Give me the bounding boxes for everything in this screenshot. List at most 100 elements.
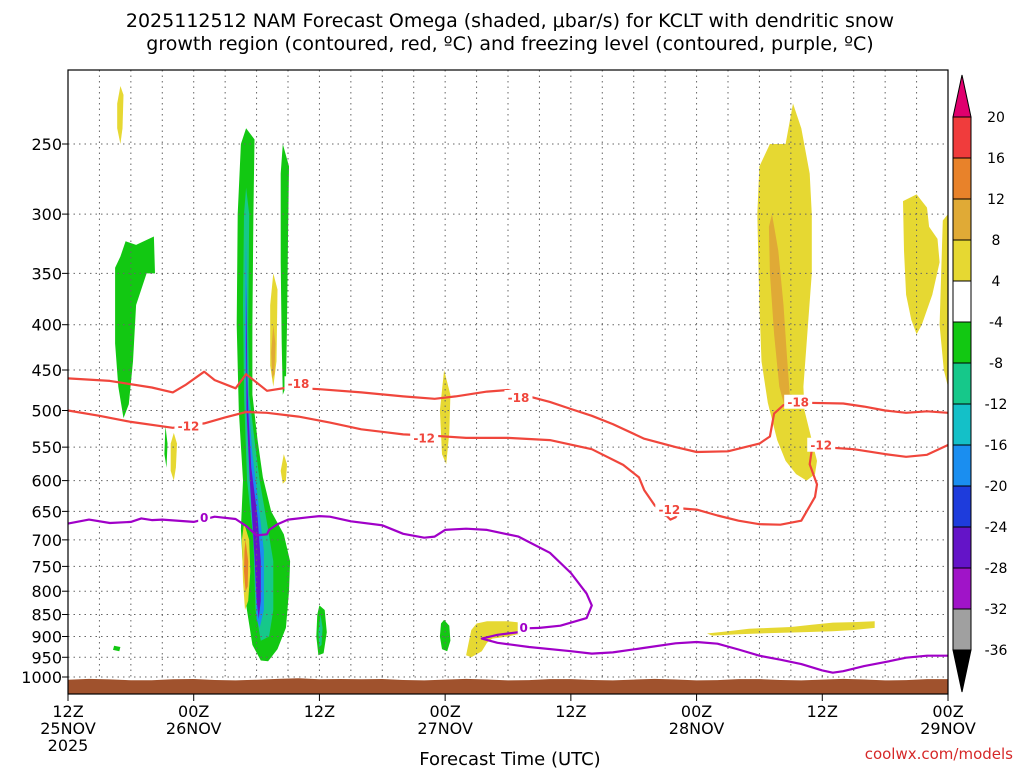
omega-positive-big-1-orange <box>768 214 790 407</box>
colorbar-label--8: -8 <box>989 356 1003 372</box>
colorbar-label--20: -20 <box>985 479 1008 495</box>
contour-label-minus18: -18 <box>288 377 310 391</box>
omega-positive-patch-main-low-orange <box>244 539 249 592</box>
omega-positive-big-1 <box>757 103 817 481</box>
x-tick-label: 00Z <box>429 702 460 721</box>
colorbar-box <box>952 485 972 528</box>
x-tick-label: 27NOV <box>417 719 473 738</box>
colorbar-label--28: -28 <box>985 561 1008 577</box>
contour-label-minus18: -18 <box>787 396 809 410</box>
y-tick-label-500: 500 <box>31 402 62 421</box>
plot-frame <box>67 69 949 695</box>
x-tick-label: 25NOV <box>40 719 96 738</box>
colorbar-label-4: 4 <box>992 274 1001 290</box>
x-tick-label: 12Z <box>52 702 83 721</box>
y-tick-label-800: 800 <box>31 582 62 601</box>
grid-lines <box>68 70 948 694</box>
contour-label-bg <box>174 418 203 433</box>
colorbar-label--32: -32 <box>985 602 1008 618</box>
colorbar: 20 16 12 8 4 -4 -8 -12 -16 -20 -24 -28 -32 -36 <box>952 74 1008 693</box>
colorbar-box <box>952 444 972 487</box>
omega-shading-layer <box>113 86 948 662</box>
x-tick-label: 12Z <box>304 702 335 721</box>
colorbar-box <box>952 157 972 200</box>
colorbar-box <box>952 362 972 405</box>
colorbar-box <box>952 116 972 159</box>
colorbar-top-triangle <box>952 74 972 118</box>
colorbar-label-12: 12 <box>987 192 1005 208</box>
y-tick-label-750: 750 <box>31 557 62 576</box>
omega-positive-big-2-edge <box>939 214 948 387</box>
omega-positive-blob-5 <box>466 621 529 658</box>
ground-terrain <box>68 678 948 694</box>
omega-positive-dot-2 <box>280 454 287 484</box>
colorbar-label--16: -16 <box>985 438 1008 454</box>
omega-main-column-blue <box>245 238 264 628</box>
x-tick-label: 2025 <box>48 736 89 755</box>
colorbar-box <box>952 280 972 323</box>
colorbar-label--4: -4 <box>989 315 1003 331</box>
contour-freezing <box>67 515 948 674</box>
x-axis-label: Forecast Time (UTC) <box>419 749 600 768</box>
omega-green-column-4 <box>439 619 451 652</box>
contour-layer: -18 -18 -18 -12 -12 -12 -12 0 0 <box>67 370 949 674</box>
y-tick-label-950: 950 <box>31 648 62 667</box>
colorbar-label-16: 16 <box>987 151 1005 167</box>
x-tick-label: 00Z <box>178 702 209 721</box>
x-tick-label: 28NOV <box>669 719 725 738</box>
omega-positive-stripe-2-orange <box>271 324 276 379</box>
contour-label-minus12: -12 <box>413 432 435 446</box>
colorbar-box <box>952 608 972 651</box>
omega-positive-low-right <box>707 621 875 636</box>
colorbar-box <box>952 526 972 569</box>
colorbar-label-8: 8 <box>992 233 1001 249</box>
y-tick-label-850: 850 <box>31 606 62 625</box>
colorbar-box <box>952 567 972 610</box>
y-tick-label-550: 550 <box>31 438 62 457</box>
y-tick-label-250: 250 <box>31 135 62 154</box>
colorbar-box <box>952 403 972 446</box>
contour-label-bg <box>807 437 836 452</box>
x-tick-label: 26NOV <box>166 719 222 738</box>
y-tick-label-300: 300 <box>31 205 62 224</box>
omega-green-stripe-2 <box>280 144 289 395</box>
contour-label-bg <box>784 394 813 409</box>
omega-green-stripe-1 <box>164 425 168 468</box>
colorbar-label--12: -12 <box>985 397 1008 413</box>
contour-label-minus12: -12 <box>178 419 200 433</box>
contour-label-bg <box>410 430 439 445</box>
contour-label-minus12: -12 <box>810 439 832 453</box>
contour-label-bg <box>504 389 533 404</box>
omega-positive-stripe-1 <box>170 432 177 481</box>
omega-main-column-cyan <box>243 187 274 641</box>
x-tick-label: 12Z <box>807 702 838 721</box>
x-tick-label: 00Z <box>932 702 963 721</box>
contour-label-minus18: -18 <box>508 391 530 405</box>
omega-positive-top <box>117 86 124 144</box>
y-tick-label-400: 400 <box>31 316 62 335</box>
y-axis-ticks: 250 300 350 400 450 500 550 600 650 700 750 800 850 9… <box>21 135 68 687</box>
y-tick-label-350: 350 <box>31 264 62 283</box>
colorbar-label--36: -36 <box>985 643 1008 659</box>
contour-label-bg <box>655 502 684 517</box>
x-tick-label: 29NOV <box>920 719 976 738</box>
credit-text[interactable]: coolwx.com/models <box>865 745 1013 763</box>
contour-label-freezing: 0 <box>200 511 208 525</box>
chart-title-line2: growth region (contoured, red, ºC) and f… <box>146 33 873 55</box>
chart-title-line1: 2025112512 NAM Forecast Omega (shaded, μ… <box>126 10 894 32</box>
omega-green-dot-1 <box>113 645 121 652</box>
colorbar-box <box>952 198 972 241</box>
contour-label-bg <box>284 376 313 391</box>
colorbar-label--24: -24 <box>985 520 1008 536</box>
colorbar-box <box>952 239 972 282</box>
y-tick-label-600: 600 <box>31 472 62 491</box>
y-tick-label-700: 700 <box>31 531 62 550</box>
contour-minus12 <box>67 409 949 526</box>
colorbar-box <box>952 321 972 364</box>
omega-cyan-column-3 <box>318 614 323 647</box>
contour-label-freezing: 0 <box>520 621 528 635</box>
omega-green-column-left <box>115 236 155 419</box>
contour-label-bg <box>198 509 211 524</box>
